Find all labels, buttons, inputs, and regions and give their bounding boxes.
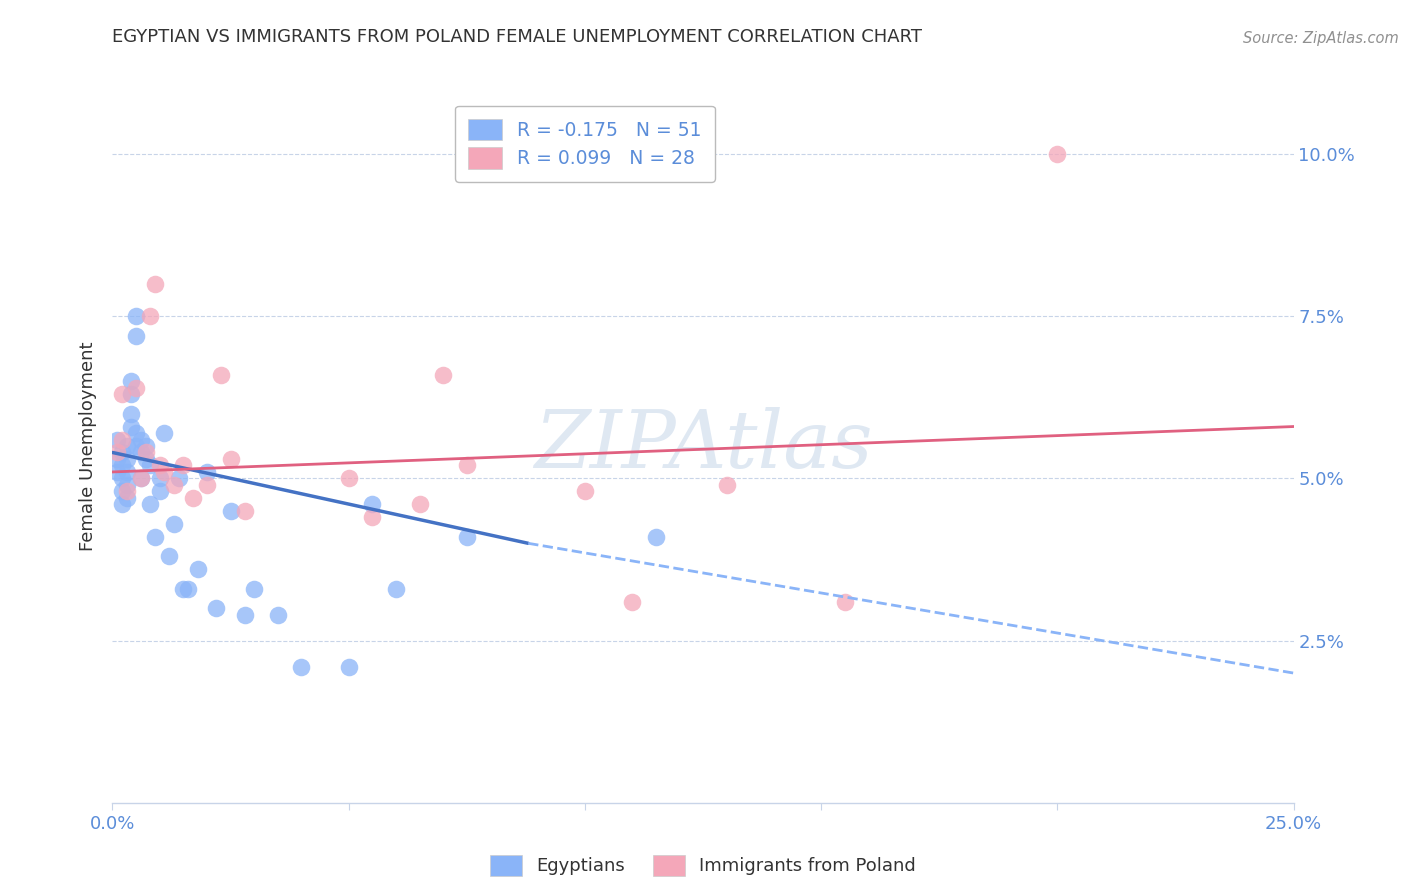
- Point: [337, 659, 360, 673]
- Point: [361, 510, 384, 524]
- Point: [111, 458, 134, 473]
- Point: [219, 452, 242, 467]
- Point: [526, 153, 548, 168]
- Point: [172, 458, 194, 473]
- Point: [267, 607, 290, 622]
- Point: [125, 310, 148, 324]
- Point: [181, 491, 204, 505]
- Text: ZIPAtlas: ZIPAtlas: [534, 408, 872, 484]
- Point: [120, 387, 142, 401]
- Point: [149, 471, 172, 485]
- Point: [195, 478, 218, 492]
- Point: [456, 530, 478, 544]
- Point: [432, 368, 454, 382]
- Point: [111, 433, 134, 447]
- Legend: Egyptians, Immigrants from Poland: Egyptians, Immigrants from Poland: [479, 844, 927, 887]
- Point: [172, 582, 194, 596]
- Point: [115, 465, 138, 479]
- Point: [115, 452, 138, 467]
- Point: [105, 433, 128, 447]
- Point: [408, 497, 430, 511]
- Point: [233, 607, 256, 622]
- Point: [219, 504, 242, 518]
- Point: [129, 471, 152, 485]
- Point: [716, 478, 738, 492]
- Y-axis label: Female Unemployment: Female Unemployment: [79, 342, 97, 550]
- Point: [111, 445, 134, 459]
- Point: [195, 465, 218, 479]
- Point: [149, 458, 172, 473]
- Point: [120, 407, 142, 421]
- Point: [129, 433, 152, 447]
- Point: [385, 582, 408, 596]
- Point: [111, 497, 134, 511]
- Point: [135, 452, 157, 467]
- Point: [290, 659, 312, 673]
- Text: Source: ZipAtlas.com: Source: ZipAtlas.com: [1243, 31, 1399, 46]
- Point: [125, 425, 148, 440]
- Point: [153, 465, 176, 479]
- Point: [456, 458, 478, 473]
- Point: [149, 484, 172, 499]
- Point: [115, 491, 138, 505]
- Text: EGYPTIAN VS IMMIGRANTS FROM POLAND FEMALE UNEMPLOYMENT CORRELATION CHART: EGYPTIAN VS IMMIGRANTS FROM POLAND FEMAL…: [112, 29, 922, 46]
- Point: [139, 497, 162, 511]
- Point: [163, 516, 186, 531]
- Point: [177, 582, 200, 596]
- Point: [361, 497, 384, 511]
- Point: [125, 328, 148, 343]
- Point: [135, 439, 157, 453]
- Point: [111, 387, 134, 401]
- Point: [621, 595, 644, 609]
- Point: [143, 277, 166, 291]
- Point: [167, 471, 190, 485]
- Point: [163, 478, 186, 492]
- Point: [209, 368, 232, 382]
- Point: [125, 439, 148, 453]
- Point: [111, 471, 134, 485]
- Point: [153, 425, 176, 440]
- Point: [834, 595, 856, 609]
- Point: [243, 582, 266, 596]
- Point: [143, 530, 166, 544]
- Point: [157, 549, 180, 564]
- Point: [129, 445, 152, 459]
- Point: [574, 484, 596, 499]
- Point: [105, 465, 128, 479]
- Point: [105, 445, 128, 459]
- Point: [115, 478, 138, 492]
- Point: [115, 484, 138, 499]
- Point: [120, 374, 142, 388]
- Point: [129, 471, 152, 485]
- Point: [135, 445, 157, 459]
- Point: [139, 458, 162, 473]
- Point: [111, 484, 134, 499]
- Point: [233, 504, 256, 518]
- Point: [186, 562, 208, 576]
- Point: [120, 419, 142, 434]
- Point: [205, 601, 228, 615]
- Point: [125, 381, 148, 395]
- Point: [337, 471, 360, 485]
- Point: [644, 530, 666, 544]
- Point: [1046, 147, 1069, 161]
- Point: [115, 439, 138, 453]
- Point: [105, 452, 128, 467]
- Point: [139, 310, 162, 324]
